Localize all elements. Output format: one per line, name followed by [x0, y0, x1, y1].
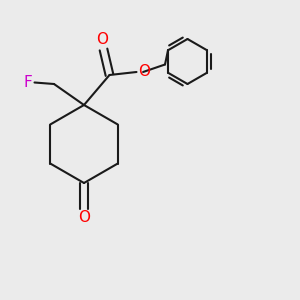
Text: O: O — [96, 32, 108, 47]
Text: O: O — [138, 64, 150, 80]
Text: F: F — [23, 75, 32, 90]
Text: O: O — [78, 210, 90, 225]
